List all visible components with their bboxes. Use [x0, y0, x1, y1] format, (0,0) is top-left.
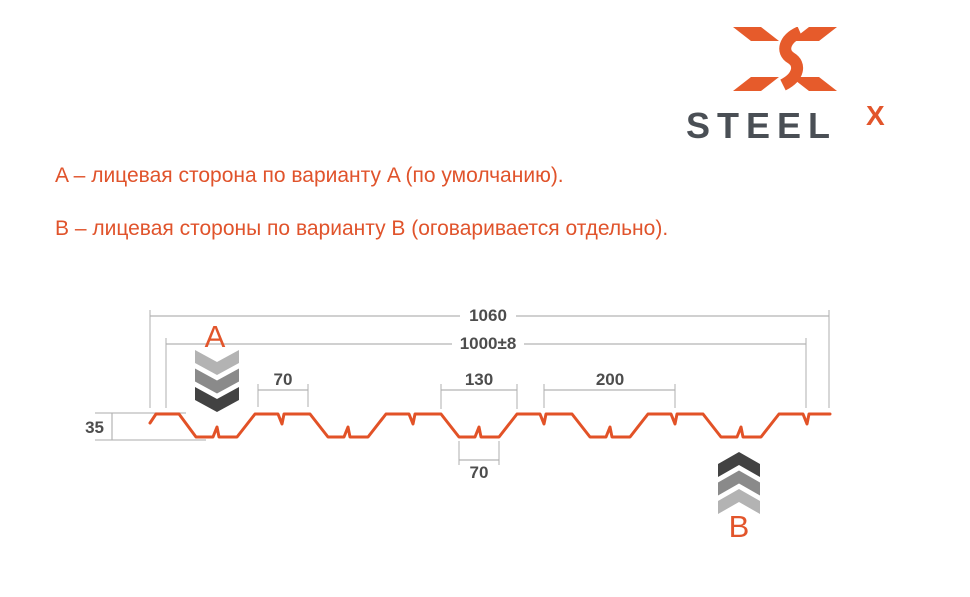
- chevron-up-icon: [718, 489, 760, 514]
- dimension-label-1000: 1000±8: [460, 334, 517, 353]
- dimension-label-1060: 1060: [469, 306, 507, 325]
- side-a-label: A: [205, 319, 226, 354]
- note-variant-b: B – лицевая стороны по варианту B (огова…: [55, 217, 669, 240]
- logo-arm-bottom-right: [791, 77, 837, 91]
- profile-outline: [148, 412, 832, 439]
- chevron-up-icon: [718, 470, 760, 496]
- chevron-down-icon: [195, 387, 239, 412]
- dimension-label-130: 130: [465, 370, 493, 389]
- side-b-marker: B: [718, 452, 760, 544]
- dimension-label-70-bottom: 70: [470, 463, 489, 482]
- logo-arm-top-left: [733, 27, 779, 41]
- chevron-down-icon: [195, 350, 239, 375]
- dimension-crest-width: 70: [257, 370, 309, 407]
- chevron-down-icon: [195, 368, 239, 394]
- note-variant-a: A – лицевая сторона по варианту A (по ум…: [55, 164, 564, 187]
- logo-arm-top-right: [791, 27, 837, 41]
- dimension-valley-top-width: 130: [440, 370, 518, 409]
- dimension-valley-bottom-width: 70: [458, 441, 500, 482]
- dimension-overall-width: 1060: [149, 306, 830, 408]
- logo-wordmark: STEEL: [686, 105, 838, 146]
- dimension-label-200: 200: [596, 370, 624, 389]
- dimension-rib-pitch: 200: [543, 370, 676, 408]
- dimension-working-width: 1000±8: [165, 334, 807, 408]
- dimension-label-70-top: 70: [274, 370, 293, 389]
- logo-arm-bottom-left: [733, 77, 779, 91]
- steelx-logo-icon: [733, 27, 837, 91]
- side-a-marker: A: [195, 319, 239, 412]
- logo-center-link: [779, 27, 804, 91]
- logo-superscript-x: X: [866, 100, 885, 131]
- dimension-label-35: 35: [85, 418, 104, 437]
- chevron-up-icon: [718, 452, 760, 477]
- side-b-label: B: [729, 509, 750, 544]
